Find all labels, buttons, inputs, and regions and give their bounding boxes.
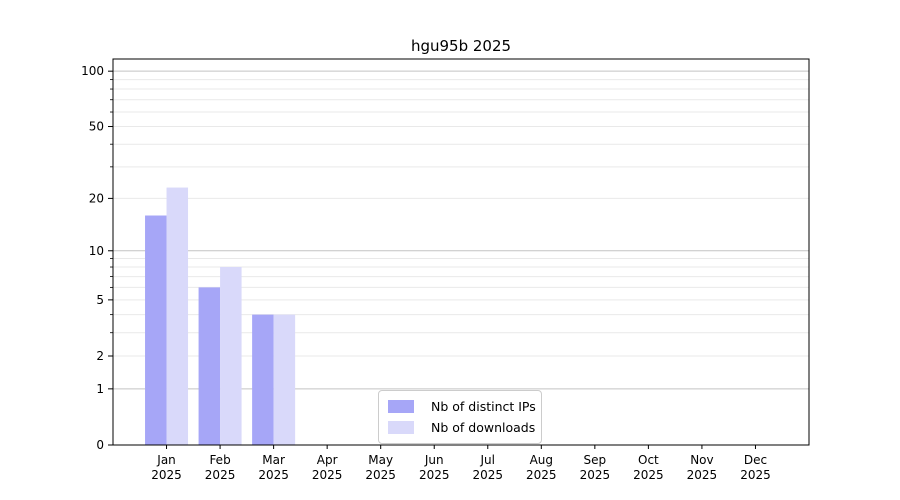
legend-swatch-downloads <box>388 421 414 434</box>
x-tick-label-month: Sep <box>584 453 607 467</box>
legend-item-downloads: Nb of downloads <box>388 417 536 438</box>
x-tick-label-year: 2025 <box>205 468 236 482</box>
x-tick-label-month: May <box>368 453 393 467</box>
plot-border <box>112 58 810 446</box>
legend: Nb of distinct IPs Nb of downloads <box>378 390 542 444</box>
x-tick-label-month: Apr <box>317 453 338 467</box>
x-tick-label-month: Oct <box>638 453 659 467</box>
legend-label-downloads: Nb of downloads <box>431 420 536 435</box>
x-tick-label-month: Aug <box>530 453 553 467</box>
chart-title: hgu95b 2025 <box>410 37 512 55</box>
x-tick-label-year: 2025 <box>258 468 289 482</box>
x-tick-label-year: 2025 <box>526 468 557 482</box>
x-tick-label-year: 2025 <box>365 468 396 482</box>
x-tick-label-month: Jul <box>480 453 495 467</box>
legend-swatch-distinct-ips <box>388 400 414 413</box>
bar-feb-distinct-ips <box>198 287 221 445</box>
y-tick-label: 50 <box>89 120 104 134</box>
x-tick-label-year: 2025 <box>312 468 343 482</box>
x-tick-label-year: 2025 <box>151 468 182 482</box>
x-tick-label-month: Feb <box>209 453 230 467</box>
x-tick-label-month: Jan <box>156 453 176 467</box>
y-tick-label: 2 <box>96 349 104 363</box>
x-tick-label-month: Mar <box>262 453 285 467</box>
x-tick-label-year: 2025 <box>580 468 611 482</box>
y-tick-label: 100 <box>81 64 104 78</box>
x-tick-label-year: 2025 <box>633 468 664 482</box>
x-tick-label-month: Jun <box>424 453 444 467</box>
y-tick-label: 20 <box>89 191 104 205</box>
x-tick-label-year: 2025 <box>472 468 503 482</box>
x-tick-label-month: Dec <box>744 453 767 467</box>
x-tick-label-year: 2025 <box>687 468 718 482</box>
x-tick-label-year: 2025 <box>419 468 450 482</box>
bar-jan-downloads <box>166 187 189 445</box>
bar-jan-distinct-ips <box>145 215 167 445</box>
bar-mar-distinct-ips <box>252 314 274 445</box>
legend-item-distinct-ips: Nb of distinct IPs <box>388 396 536 417</box>
bar-feb-downloads <box>220 267 242 445</box>
y-tick-label: 10 <box>89 244 104 258</box>
y-tick-label: 1 <box>96 382 104 396</box>
legend-label-distinct-ips: Nb of distinct IPs <box>431 399 536 414</box>
bar-mar-downloads <box>273 314 296 445</box>
x-tick-label-year: 2025 <box>740 468 771 482</box>
y-tick-label: 5 <box>96 293 104 307</box>
x-tick-label-month: Nov <box>690 453 713 467</box>
y-tick-label: 0 <box>96 438 104 452</box>
